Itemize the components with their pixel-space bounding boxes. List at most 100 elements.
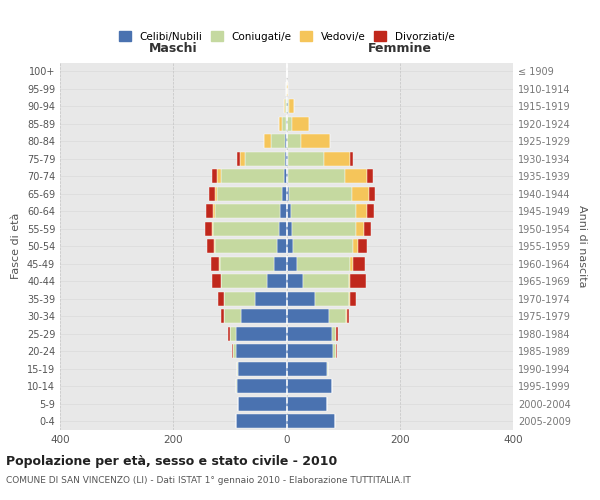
Bar (284, 99, 285, 114)
Bar (285, 152, 287, 166)
Bar (353, 256, 365, 271)
Bar (233, 344, 236, 358)
Bar (287, 414, 335, 428)
Bar (237, 362, 238, 376)
Bar (289, 186, 352, 201)
Bar (282, 116, 286, 131)
Bar (232, 344, 233, 358)
Bar (287, 274, 304, 288)
Bar (350, 292, 356, 306)
Bar (327, 362, 328, 376)
Bar (245, 152, 285, 166)
Bar (364, 222, 371, 236)
Bar (349, 292, 350, 306)
Bar (287, 134, 301, 148)
Bar (287, 152, 325, 166)
Bar (265, 134, 271, 148)
Bar (287, 362, 327, 376)
Bar (287, 344, 333, 358)
Bar (278, 222, 287, 236)
Bar (230, 326, 236, 341)
Bar (215, 204, 280, 218)
Y-axis label: Anni di nascita: Anni di nascita (577, 205, 587, 288)
Bar (239, 152, 245, 166)
Bar (296, 256, 350, 271)
Bar (277, 239, 287, 254)
Bar (358, 239, 367, 254)
Bar (287, 379, 332, 394)
Bar (288, 169, 345, 184)
Bar (228, 326, 230, 341)
Bar (292, 116, 308, 131)
Y-axis label: Fasce di età: Fasce di età (11, 213, 21, 280)
Bar (350, 274, 366, 288)
Bar (215, 186, 217, 201)
Bar (287, 169, 288, 184)
Bar (221, 169, 284, 184)
Bar (287, 309, 329, 324)
Bar (325, 152, 350, 166)
Bar (274, 256, 287, 271)
Bar (356, 222, 364, 236)
Bar (212, 222, 214, 236)
Bar (336, 344, 337, 358)
Bar (337, 326, 338, 341)
Bar (304, 274, 349, 288)
Bar (367, 169, 373, 184)
Bar (221, 274, 266, 288)
Bar (209, 186, 215, 201)
Bar (211, 256, 219, 271)
Bar (353, 239, 358, 254)
Bar (315, 292, 349, 306)
Bar (332, 326, 337, 341)
Bar (212, 274, 221, 288)
Bar (287, 396, 327, 411)
Bar (367, 204, 374, 218)
Bar (352, 186, 368, 201)
Bar (349, 274, 350, 288)
Bar (236, 414, 287, 428)
Bar (207, 239, 214, 254)
Bar (350, 152, 353, 166)
Bar (301, 134, 329, 148)
Bar (287, 116, 292, 131)
Bar (224, 292, 256, 306)
Bar (220, 256, 274, 271)
Bar (236, 379, 287, 394)
Bar (236, 344, 287, 358)
Bar (214, 222, 278, 236)
Bar (271, 134, 286, 148)
Text: COMUNE DI SAN VINCENZO (LI) - Dati ISTAT 1° gennaio 2010 - Elaborazione TUTTITAL: COMUNE DI SAN VINCENZO (LI) - Dati ISTAT… (6, 476, 411, 485)
Bar (217, 169, 221, 184)
Bar (285, 99, 287, 114)
Bar (217, 186, 282, 201)
Bar (291, 204, 356, 218)
Bar (287, 222, 292, 236)
Text: Maschi: Maschi (149, 42, 197, 55)
Bar (218, 292, 224, 306)
Bar (356, 204, 367, 218)
Bar (287, 99, 289, 114)
Bar (293, 239, 353, 254)
Bar (205, 222, 212, 236)
Bar (280, 204, 287, 218)
Bar (287, 239, 293, 254)
Bar (236, 152, 239, 166)
Bar (215, 239, 277, 254)
Bar (345, 169, 367, 184)
Text: Femmine: Femmine (368, 42, 432, 55)
Legend: Celibi/Nubili, Coniugati/e, Vedovi/e, Divorziati/e: Celibi/Nubili, Coniugati/e, Vedovi/e, Di… (115, 28, 458, 46)
Bar (287, 292, 315, 306)
Bar (213, 204, 215, 218)
Bar (241, 309, 287, 324)
Bar (287, 204, 291, 218)
Bar (282, 186, 287, 201)
Bar (289, 99, 294, 114)
Bar (224, 309, 241, 324)
Bar (368, 186, 376, 201)
Bar (287, 256, 296, 271)
Bar (350, 256, 353, 271)
Bar (219, 256, 220, 271)
Bar (238, 362, 287, 376)
Bar (284, 169, 287, 184)
